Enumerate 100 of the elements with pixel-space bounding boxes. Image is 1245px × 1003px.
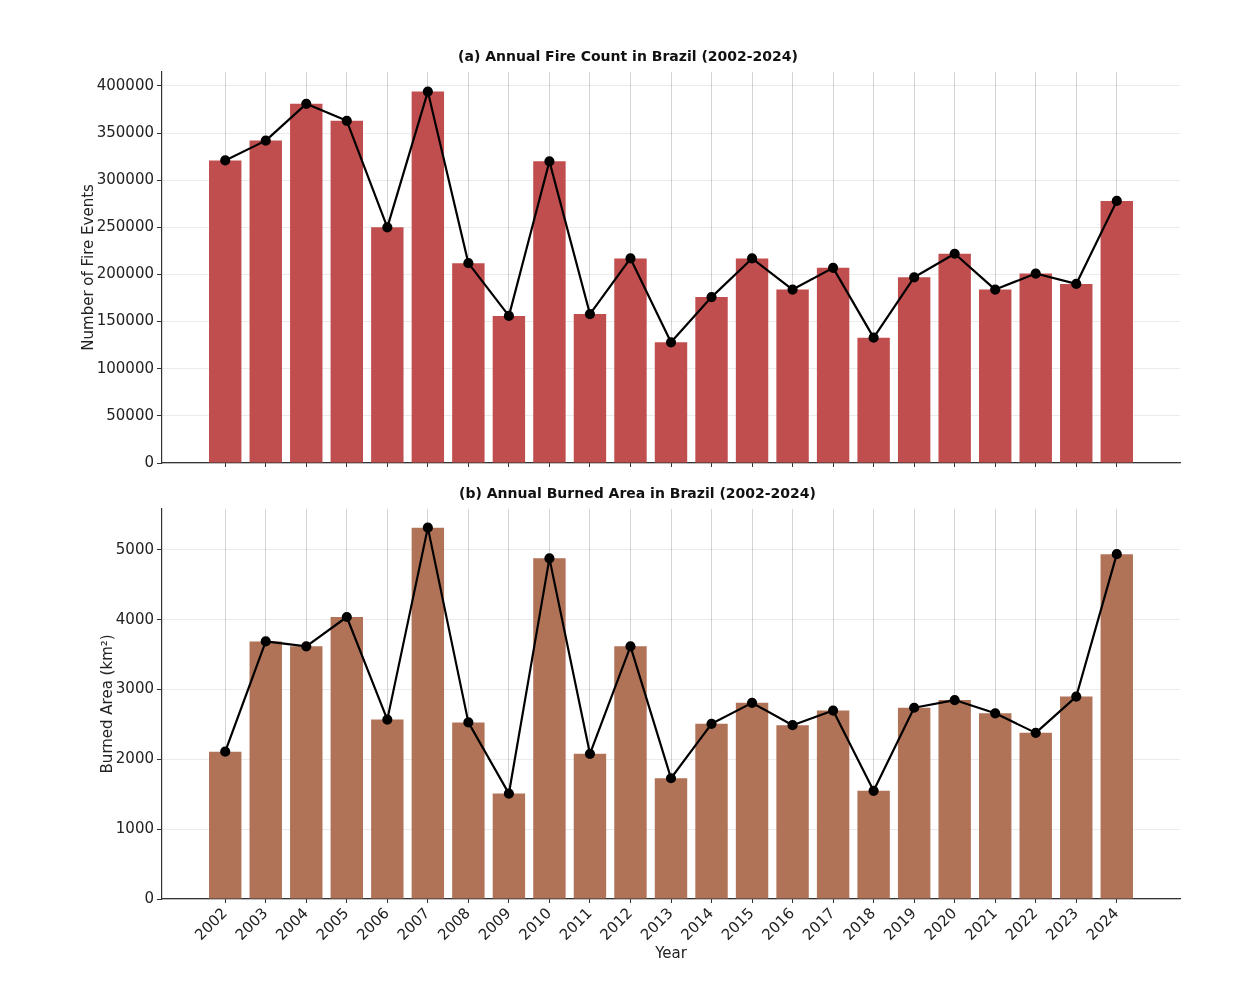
y-tick-label: 250000 [96, 217, 154, 236]
point [341, 611, 352, 623]
point [706, 718, 717, 729]
bar [1100, 554, 1133, 899]
point [301, 98, 312, 109]
point [949, 248, 960, 259]
point [220, 746, 231, 757]
point [909, 272, 920, 283]
y-tick-label: 150000 [96, 311, 154, 330]
point [625, 253, 636, 264]
y-tick-label: 1000 [115, 819, 154, 838]
y-axis-title: Number of Fire Events [78, 183, 97, 351]
bar [654, 342, 688, 463]
point [990, 708, 1001, 719]
bar [371, 227, 404, 463]
bar [938, 700, 971, 899]
bar [1019, 732, 1052, 899]
point [1071, 278, 1082, 289]
bar [614, 258, 647, 463]
y-tick-label: 200000 [96, 264, 154, 283]
point [746, 253, 758, 264]
point [787, 720, 798, 731]
bar [857, 790, 890, 899]
y-tick-label: 400000 [96, 75, 154, 94]
y-tick-label: 50000 [106, 405, 154, 424]
point [382, 714, 393, 725]
y-tick-label: 300000 [96, 170, 154, 189]
bar [290, 103, 323, 463]
point [463, 717, 474, 728]
bar [452, 263, 485, 463]
chart-title: (b) Annual Burned Area in Brazil (2002-2024) [459, 485, 816, 502]
point [422, 522, 433, 533]
bar [735, 258, 769, 463]
point [706, 291, 717, 303]
point [503, 310, 514, 322]
point [260, 135, 271, 146]
y-tick-label: 2000 [115, 749, 154, 768]
bar [897, 277, 931, 463]
point [828, 705, 839, 716]
bar [249, 641, 282, 899]
y-tick-label: 5000 [115, 539, 154, 558]
point [1071, 691, 1082, 702]
y-tick-label: 0 [144, 452, 154, 471]
point [503, 788, 514, 799]
bar [209, 751, 242, 899]
point [422, 86, 433, 97]
point [990, 284, 1001, 295]
bar [695, 723, 728, 899]
bar [330, 617, 364, 899]
bar [573, 753, 607, 899]
bar [371, 719, 404, 899]
point [584, 748, 596, 759]
bar [330, 120, 364, 463]
bar [249, 140, 282, 463]
point [1111, 549, 1122, 560]
x-axis-title: Year [654, 943, 688, 962]
point [828, 262, 839, 273]
point [868, 785, 879, 796]
point [301, 641, 312, 652]
bar [816, 710, 850, 899]
bar [1060, 283, 1093, 463]
point [544, 553, 555, 564]
bar [978, 289, 1012, 463]
bar [452, 722, 485, 899]
point [665, 773, 677, 784]
chart-title: (a) Annual Fire Count in Brazil (2002-2024) [458, 48, 798, 65]
bar [897, 707, 931, 899]
y-tick-label: 4000 [115, 609, 154, 628]
bar [492, 793, 526, 899]
point [868, 332, 879, 343]
y-axis-title: Burned Area (km²) [97, 634, 116, 774]
bar [573, 314, 607, 463]
bar [209, 160, 242, 463]
point [260, 636, 271, 647]
point [341, 115, 352, 126]
bar [614, 646, 647, 899]
bar [492, 315, 526, 463]
point [787, 284, 798, 295]
bar [411, 91, 445, 463]
bar [654, 778, 688, 899]
point [382, 222, 393, 233]
bar [1019, 273, 1052, 463]
bar [290, 646, 323, 899]
point [220, 155, 231, 166]
bar [776, 725, 809, 899]
bar [1100, 200, 1133, 463]
y-tick-label: 3000 [115, 679, 154, 698]
point [1030, 727, 1041, 738]
point [1030, 268, 1041, 279]
point [463, 258, 474, 269]
y-tick-label: 100000 [96, 358, 154, 377]
point [949, 694, 960, 706]
bar [776, 289, 809, 463]
bar [695, 297, 728, 463]
point [544, 156, 555, 167]
y-tick-label: 0 [144, 888, 154, 907]
bar [533, 161, 566, 463]
point [1111, 195, 1122, 207]
point [909, 702, 920, 713]
bar [938, 253, 971, 463]
